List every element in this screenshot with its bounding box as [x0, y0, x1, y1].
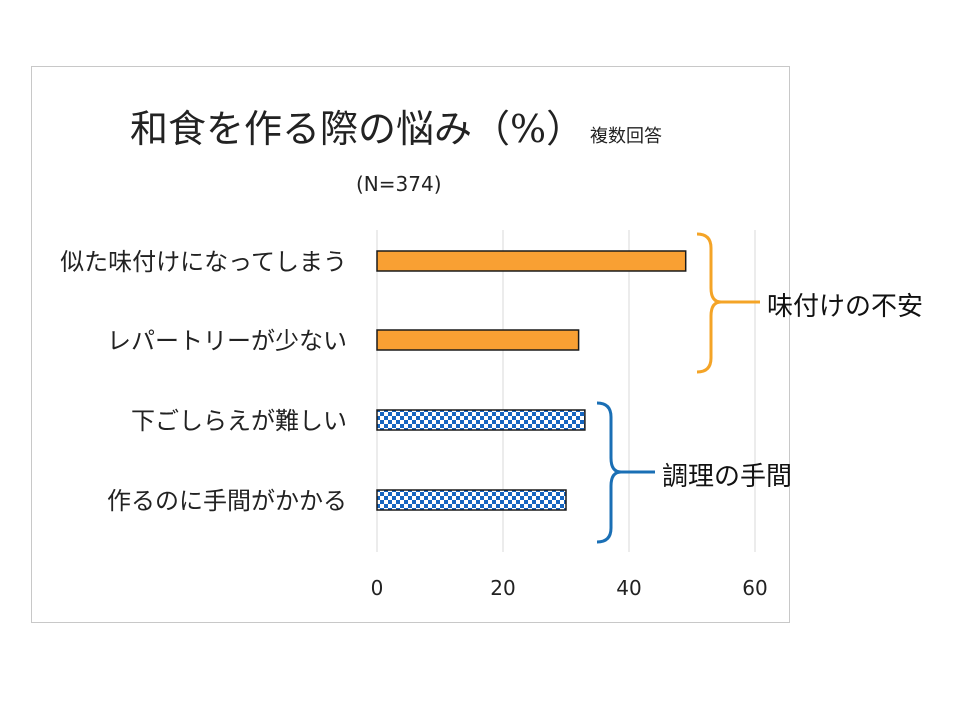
- x-tick-label: 40: [616, 576, 641, 600]
- group-label-1: 調理の手間: [662, 462, 793, 492]
- category-label: レパートリーが少ない: [107, 327, 347, 355]
- group-label-0: 味付けの不安: [767, 292, 924, 322]
- chart-frame: [31, 66, 790, 623]
- bar-1: [376, 329, 580, 351]
- chart-title-note: 複数回答: [590, 126, 662, 147]
- x-tick-label: 20: [490, 576, 515, 600]
- group-bracket-0: [696, 232, 760, 374]
- bar-3: [376, 489, 567, 511]
- category-label: 似た味付けになってしまう: [60, 248, 347, 276]
- x-tick-label: 60: [742, 576, 767, 600]
- x-tick-label: 0: [371, 576, 384, 600]
- category-label: 下ごしらえが難しい: [131, 407, 347, 435]
- category-label: 作るのに手間がかかる: [107, 487, 347, 515]
- sample-size-label: (N=374): [356, 172, 442, 196]
- group-bracket-1: [596, 401, 655, 544]
- chart-title: 和食を作る際の悩み（%）: [130, 107, 585, 151]
- bar-2: [376, 409, 586, 431]
- bar-0: [376, 250, 687, 272]
